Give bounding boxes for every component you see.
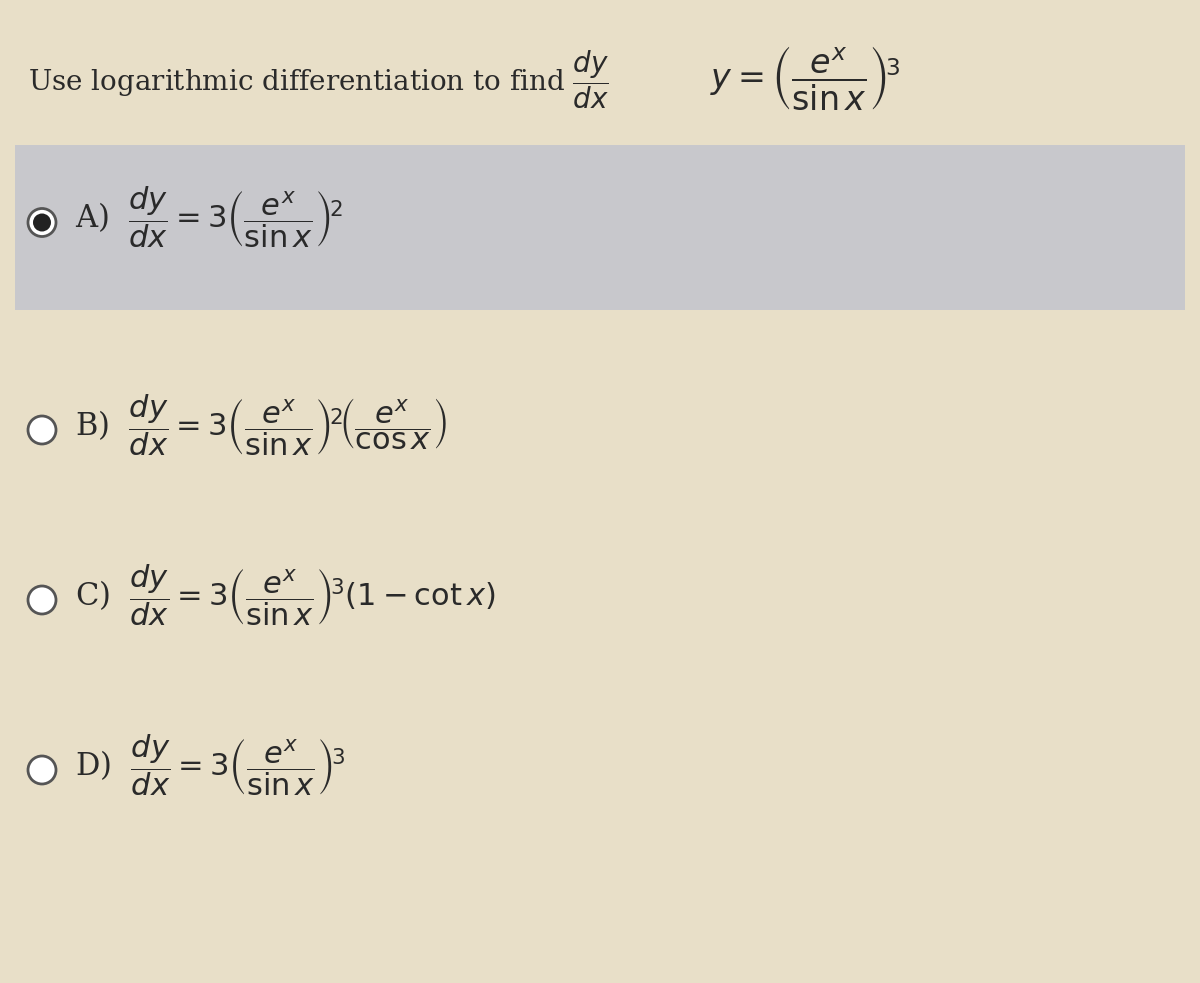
FancyBboxPatch shape <box>14 145 1186 310</box>
Text: C)  $\dfrac{dy}{dx} = 3\left(\dfrac{e^x}{\sin x}\right)^{\!3}(1 - \cot x)$: C) $\dfrac{dy}{dx} = 3\left(\dfrac{e^x}{… <box>74 562 496 627</box>
Circle shape <box>28 208 56 237</box>
Circle shape <box>34 213 50 232</box>
Text: B)  $\dfrac{dy}{dx} = 3\left(\dfrac{e^x}{\sin x}\right)^{\!2}\!\left(\dfrac{e^x}: B) $\dfrac{dy}{dx} = 3\left(\dfrac{e^x}{… <box>74 392 448 457</box>
Text: A)  $\dfrac{dy}{dx} = 3\left(\dfrac{e^x}{\sin x}\right)^{\!2}$: A) $\dfrac{dy}{dx} = 3\left(\dfrac{e^x}{… <box>74 185 343 250</box>
Text: $y = \left(\dfrac{e^x}{\sin x}\right)^{\!3}$: $y = \left(\dfrac{e^x}{\sin x}\right)^{\… <box>710 44 901 112</box>
Circle shape <box>28 756 56 784</box>
Circle shape <box>28 416 56 444</box>
Text: Use logarithmic differentiation to find $\dfrac{dy}{dx}$: Use logarithmic differentiation to find … <box>28 48 610 111</box>
Circle shape <box>28 586 56 614</box>
Text: D)  $\dfrac{dy}{dx} = 3\left(\dfrac{e^x}{\sin x}\right)^{\!3}$: D) $\dfrac{dy}{dx} = 3\left(\dfrac{e^x}{… <box>74 732 346 797</box>
